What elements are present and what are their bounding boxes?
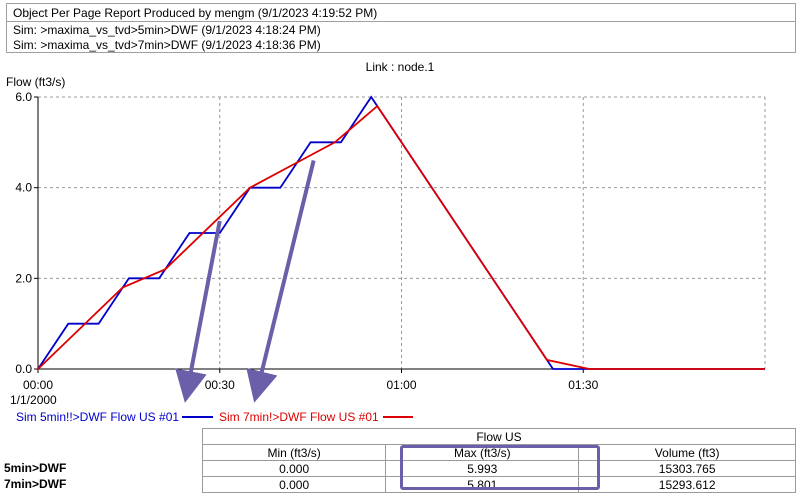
report-header: Object Per Page Report Produced by mengm… [6,3,796,53]
table-group-header: Flow US [202,428,796,445]
annotation-arrows [175,159,316,403]
report-title: Object Per Page Report Produced by mengm… [13,6,378,20]
x-tick-label: 01:30 [568,378,598,392]
legend-label-1: Sim 5min!!>DWF Flow US #01 [16,410,179,424]
x-tick-label: 00:00 [23,378,53,392]
row2-volume: 15293.612 [578,476,796,493]
row1-volume: 15303.765 [578,460,796,477]
y-tick-label: 4.0 [15,181,32,195]
sim-1-label: Sim: >maxima_vs_tvd>5min>DWF (9/1/2023 4… [13,23,321,37]
x-tick-label: 00:30 [205,378,235,392]
row1-label: 5min>DWF [4,461,67,475]
annotation-arrow-2 [246,159,316,403]
date-label: 1/1/2000 [10,393,57,407]
max-highlight-box [400,445,600,490]
x-tick-label: 01:00 [386,378,416,392]
stats-table: Flow US Min (ft3/s) Max (ft3/s) Volume (… [201,428,796,493]
x-tick-labels: 00:00 00:30 01:00 01:30 [23,378,599,392]
col-min-header: Min (ft3/s) [201,444,387,461]
col-volume-header: Volume (ft3) [578,444,796,461]
row2-min: 0.000 [201,476,387,493]
series-lines [37,95,765,370]
flow-chart: Link : node.1 Flow (ft3/s) 0.02.04.06.0 … [6,60,766,424]
series-line-1 [37,95,765,370]
legend: Sim 5min!!>DWF Flow US #01 Sim 7min!>DWF … [16,410,413,424]
legend-label-2: Sim 7min!>DWF Flow US #01 [219,410,379,424]
y-tick-label: 6.0 [15,90,32,104]
chart-title: Link : node.1 [366,60,435,74]
sim-2-label: Sim: >maxima_vs_tvd>7min>DWF (9/1/2023 4… [13,38,321,52]
y-tick-label: 0.0 [15,362,32,376]
annotation-arrow-1 [175,220,222,403]
grid [38,96,766,369]
y-tick-labels: 0.0 2.0 4.0 6.0 [15,90,32,376]
table-row: 0.000 5.993 15303.765 [201,460,796,477]
y-tick-label: 2.0 [15,271,32,285]
row1-min: 0.000 [201,460,387,477]
series-line-2 [37,104,765,370]
y-axis-label: Flow (ft3/s) [6,75,65,89]
row2-label: 7min>DWF [4,477,67,491]
